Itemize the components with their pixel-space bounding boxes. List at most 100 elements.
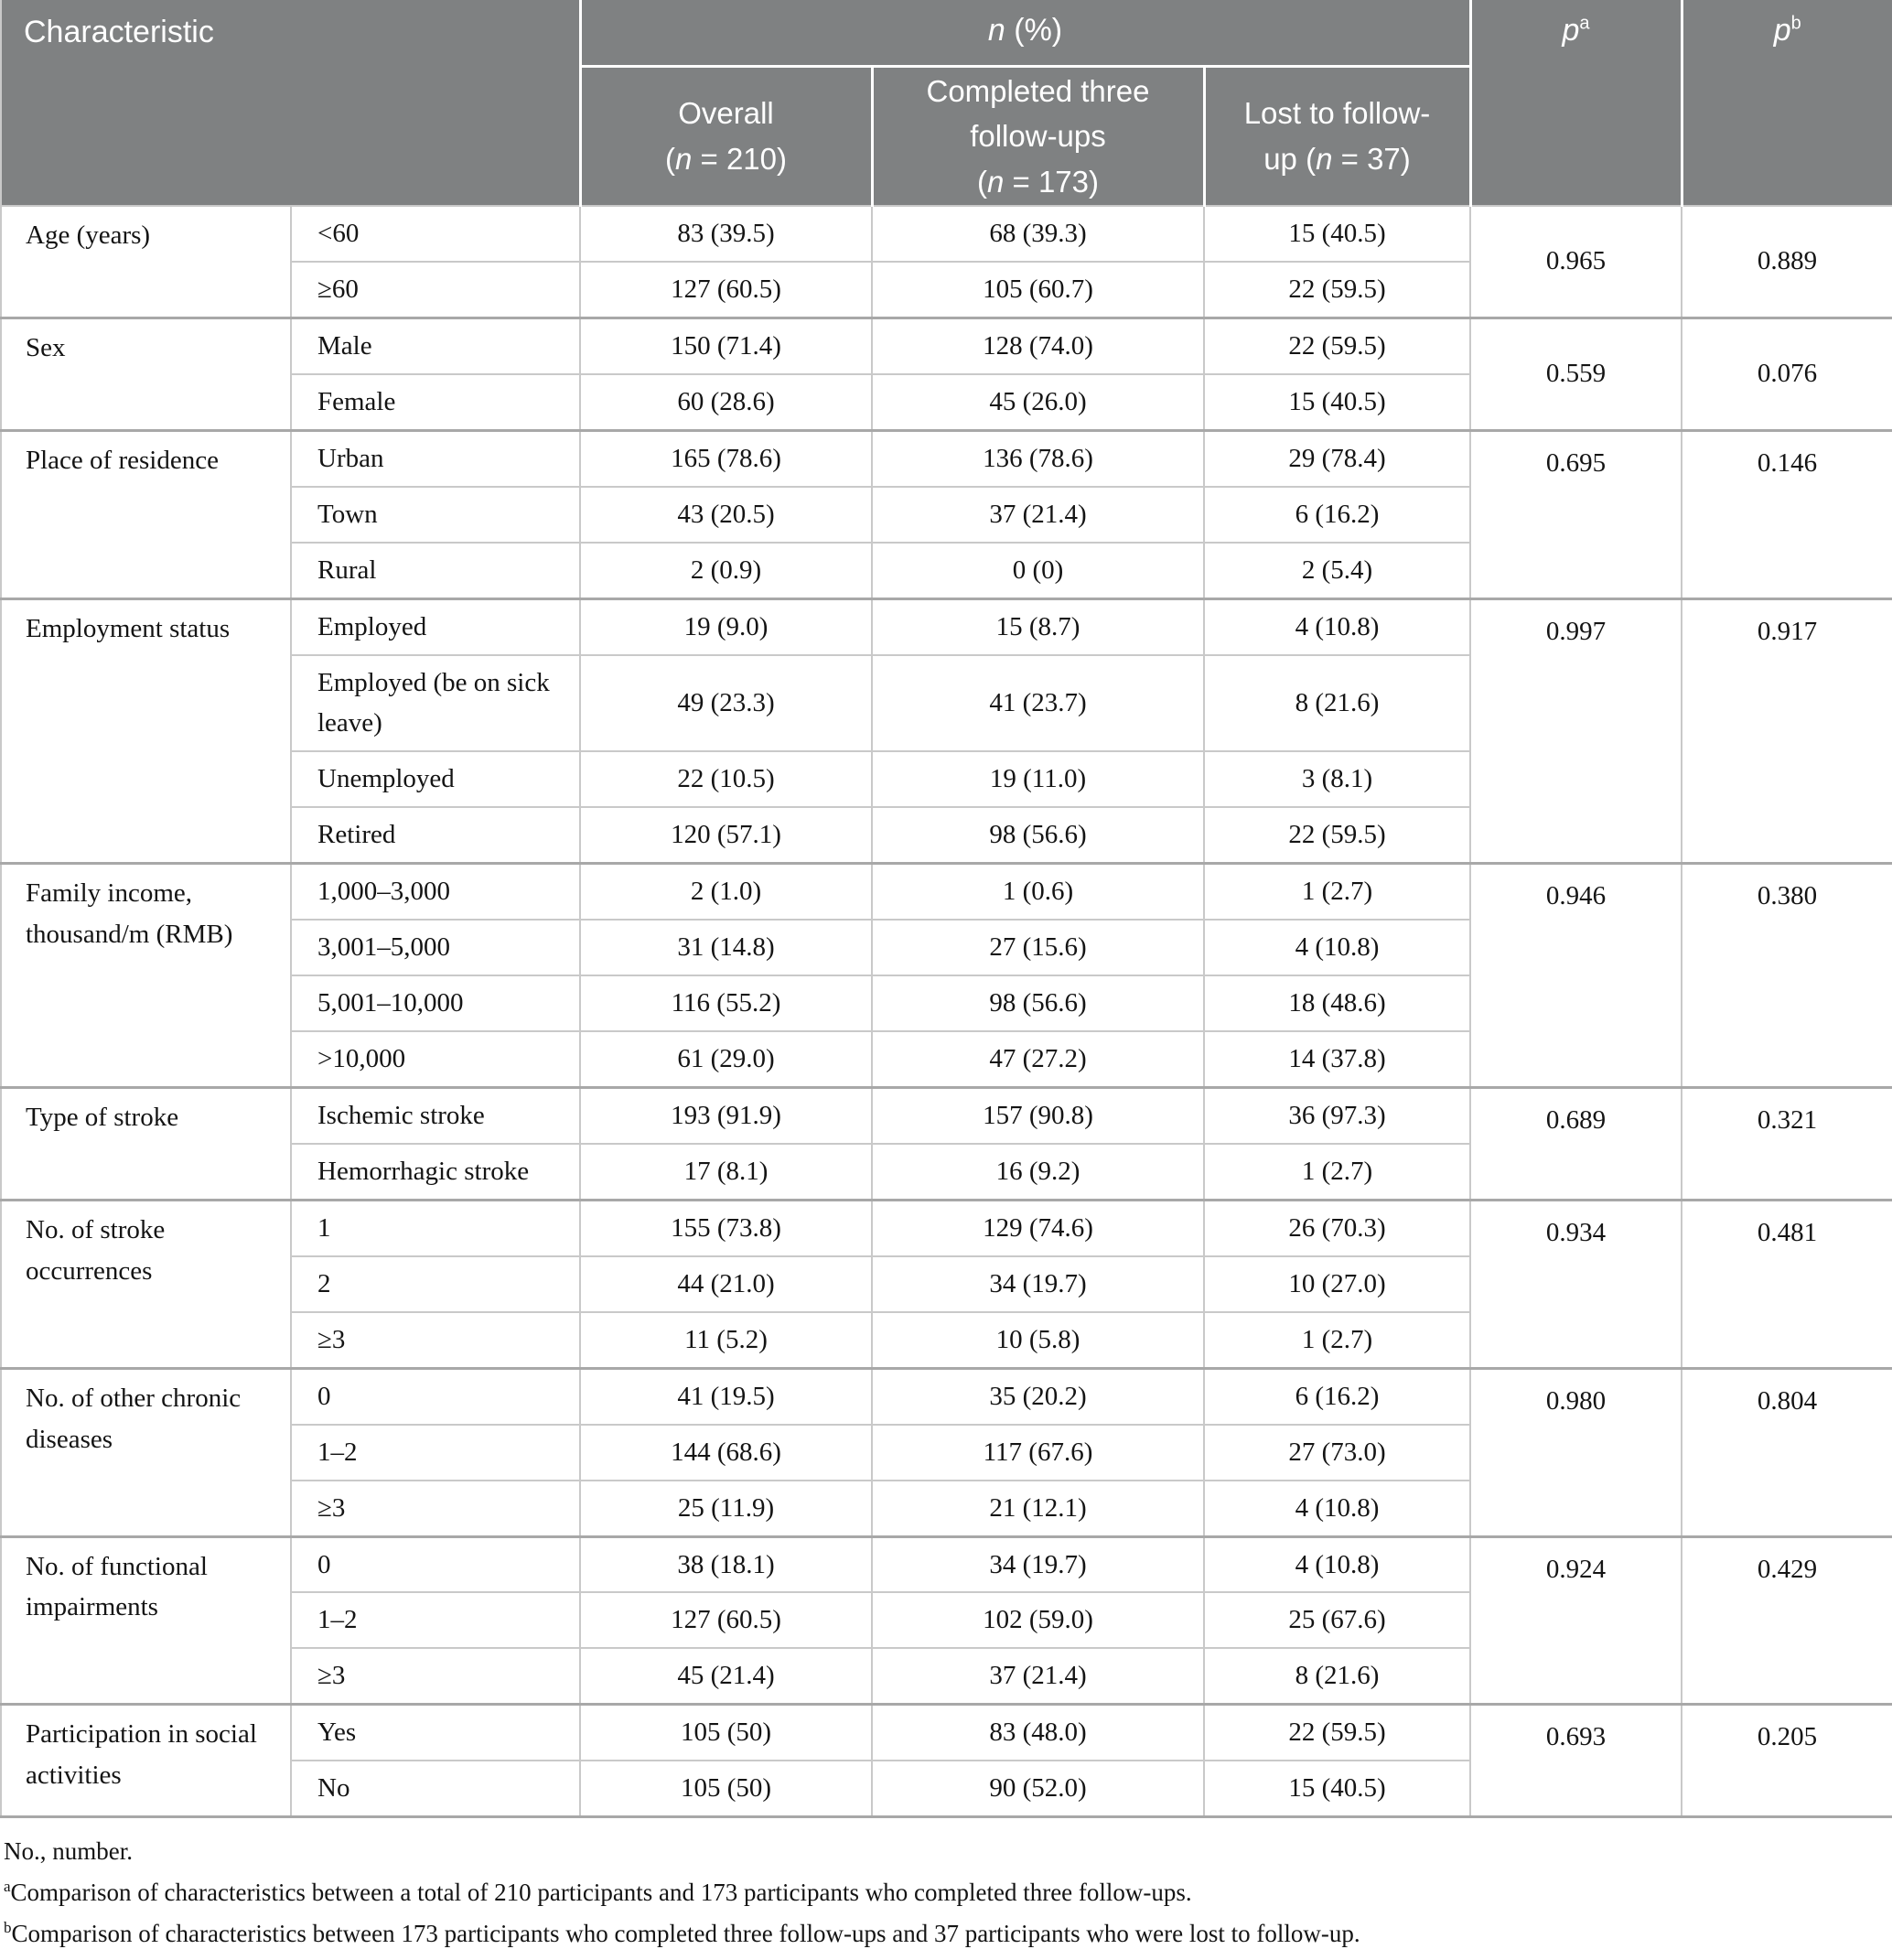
- p-b-value-cell: 0.429: [1681, 1535, 1892, 1705]
- table-row: ≥3 25 (11.9) 21 (12.1) 4 (10.8): [1, 1479, 1892, 1536]
- footnote-superscript: b: [4, 1918, 12, 1936]
- overall-value-cell: 83 (39.5): [579, 205, 872, 262]
- table-row: Female 60 (28.6) 45 (26.0) 15 (40.5): [1, 372, 1892, 431]
- p-a-value-cell: 0.693: [1469, 1703, 1682, 1817]
- category-cell: ≥3: [290, 1310, 580, 1369]
- lost-value-cell: 1 (2.7): [1203, 862, 1470, 921]
- p-b-value-cell: 0.146: [1681, 428, 1892, 599]
- p-a-superscript: a: [1579, 13, 1590, 34]
- overall-value-cell: 22 (10.5): [579, 750, 872, 808]
- col-header-characteristic: Characteristic: [1, 0, 580, 206]
- category-cell: ≥60: [290, 260, 580, 318]
- col-title: Lost to follow-up: [1243, 96, 1431, 176]
- completed-value-cell: 136 (78.6): [871, 428, 1204, 487]
- category-cell: Employed (be on sick leave): [290, 653, 580, 752]
- completed-value-cell: 37 (21.4): [871, 1647, 1204, 1705]
- p-b-value-cell: 0.076: [1681, 316, 1892, 431]
- table-row: Employed (be on sick leave) 49 (23.3) 41 (…: [1, 653, 1892, 752]
- completed-value-cell: 47 (27.2): [871, 1030, 1204, 1088]
- completed-value-cell: 128 (74.0): [871, 316, 1204, 374]
- table-row: No 105 (50) 90 (52.0) 15 (40.5): [1, 1760, 1892, 1817]
- overall-value-cell: 193 (91.9): [579, 1085, 872, 1144]
- participant-characteristics-table: Characteristic n (%) pa p b Overall (n = …: [0, 0, 1892, 1819]
- col-n-count: (n = 37): [1306, 141, 1411, 176]
- p-a-value-cell: 0.980: [1469, 1366, 1682, 1536]
- completed-value-cell: 16 (9.2): [871, 1142, 1204, 1201]
- col-header-completed-three-follow-ups: Completed three follow-ups (n = 173): [870, 66, 1204, 206]
- lost-value-cell: 15 (40.5): [1203, 372, 1470, 431]
- p-b-superscript: b: [1790, 13, 1801, 34]
- p-italic: p: [1562, 13, 1580, 48]
- lost-value-cell: 4 (10.8): [1203, 1479, 1470, 1536]
- p-b-value-cell: 0.205: [1681, 1703, 1892, 1817]
- n-italic: n: [987, 13, 1005, 48]
- category-cell: 1: [290, 1198, 580, 1256]
- lost-value-cell: 15 (40.5): [1203, 205, 1470, 262]
- col-header-p-a: pa: [1468, 0, 1682, 206]
- col-header-overall: Overall (n = 210): [578, 66, 872, 206]
- category-cell: Yes: [290, 1703, 580, 1761]
- lost-value-cell: 8 (21.6): [1203, 1647, 1470, 1705]
- lost-value-cell: 27 (73.0): [1203, 1423, 1470, 1481]
- overall-value-cell: 2 (0.9): [579, 541, 872, 599]
- col-n-count: (n = 173): [976, 164, 1100, 199]
- lost-value-cell: 3 (8.1): [1203, 750, 1470, 808]
- table-row: Hemorrhagic stroke 17 (8.1) 16 (9.2) 1 (2.7…: [1, 1142, 1892, 1201]
- footnote-line: aComparison of characteristics between a…: [4, 1872, 1888, 1913]
- table-row: 1–2 127 (60.5) 102 (59.0) 25 (67.6): [1, 1591, 1892, 1649]
- n-percent-suffix: (%): [1005, 13, 1063, 48]
- characteristic-group-label: No. of stroke occurrences: [1, 1198, 291, 1369]
- completed-value-cell: 15 (8.7): [871, 597, 1204, 655]
- p-a-value-cell: 0.695: [1469, 428, 1682, 599]
- completed-value-cell: 19 (11.0): [871, 750, 1204, 808]
- characteristic-group-label: Place of residence: [1, 428, 291, 599]
- overall-value-cell: 17 (8.1): [579, 1142, 872, 1201]
- overall-value-cell: 44 (21.0): [579, 1255, 872, 1312]
- category-cell: Urban: [290, 428, 580, 487]
- lost-value-cell: 14 (37.8): [1203, 1030, 1470, 1088]
- overall-value-cell: 60 (28.6): [579, 372, 872, 431]
- completed-value-cell: 27 (15.6): [871, 919, 1204, 976]
- lost-value-cell: 1 (2.7): [1203, 1142, 1470, 1201]
- overall-value-cell: 41 (19.5): [579, 1366, 872, 1425]
- footnote-text: Comparison of characteristics between 17…: [11, 1919, 1360, 1947]
- p-a-value-cell: 0.559: [1469, 316, 1682, 431]
- table-row: Retired 120 (57.1) 98 (56.6) 22 (59.5): [1, 806, 1892, 864]
- completed-value-cell: 10 (5.8): [871, 1310, 1204, 1369]
- lost-value-cell: 25 (67.6): [1203, 1591, 1470, 1649]
- lost-value-cell: 10 (27.0): [1203, 1255, 1470, 1312]
- lost-value-cell: 4 (10.8): [1203, 919, 1470, 976]
- p-a-value-cell: 0.924: [1469, 1535, 1682, 1705]
- header-row-2: Overall (n = 210) Completed three follow…: [1, 66, 1892, 206]
- completed-value-cell: 68 (39.3): [871, 205, 1204, 262]
- category-cell: Unemployed: [290, 750, 580, 808]
- col-header-n-percent: n (%): [578, 0, 1470, 68]
- category-cell: 2: [290, 1255, 580, 1312]
- category-cell: Hemorrhagic stroke: [290, 1142, 580, 1201]
- table-row: No. of other chronic diseases 0 41 (19.5) 3…: [1, 1366, 1892, 1536]
- lost-value-cell: 8 (21.6): [1203, 653, 1470, 752]
- lost-value-cell: 22 (59.5): [1203, 806, 1470, 864]
- lost-value-cell: 36 (97.3): [1203, 1085, 1470, 1144]
- lost-value-cell: 22 (59.5): [1203, 316, 1470, 374]
- overall-value-cell: 43 (20.5): [579, 485, 872, 543]
- overall-value-cell: 61 (29.0): [579, 1030, 872, 1088]
- overall-value-cell: 127 (60.5): [579, 260, 872, 318]
- p-b-value-cell: 0.889: [1681, 204, 1892, 318]
- completed-value-cell: 83 (48.0): [871, 1703, 1204, 1761]
- category-cell: ≥3: [290, 1479, 580, 1536]
- table-row: ≥3 45 (21.4) 37 (21.4) 8 (21.6): [1, 1647, 1892, 1705]
- overall-value-cell: 25 (11.9): [579, 1479, 872, 1536]
- overall-value-cell: 155 (73.8): [579, 1198, 872, 1256]
- category-cell: ≥3: [290, 1647, 580, 1705]
- completed-value-cell: 0 (0): [871, 541, 1204, 599]
- completed-value-cell: 45 (26.0): [871, 372, 1204, 431]
- p-a-value-cell: 0.689: [1469, 1086, 1682, 1201]
- completed-value-cell: 34 (19.7): [871, 1535, 1204, 1593]
- characteristic-group-label: Type of stroke: [1, 1086, 291, 1201]
- category-cell: 0: [290, 1366, 580, 1425]
- category-cell: Retired: [290, 806, 580, 864]
- col-n-count: (n = 210): [664, 141, 788, 176]
- lost-value-cell: 4 (10.8): [1203, 1535, 1470, 1593]
- p-a-value-cell: 0.965: [1469, 204, 1682, 318]
